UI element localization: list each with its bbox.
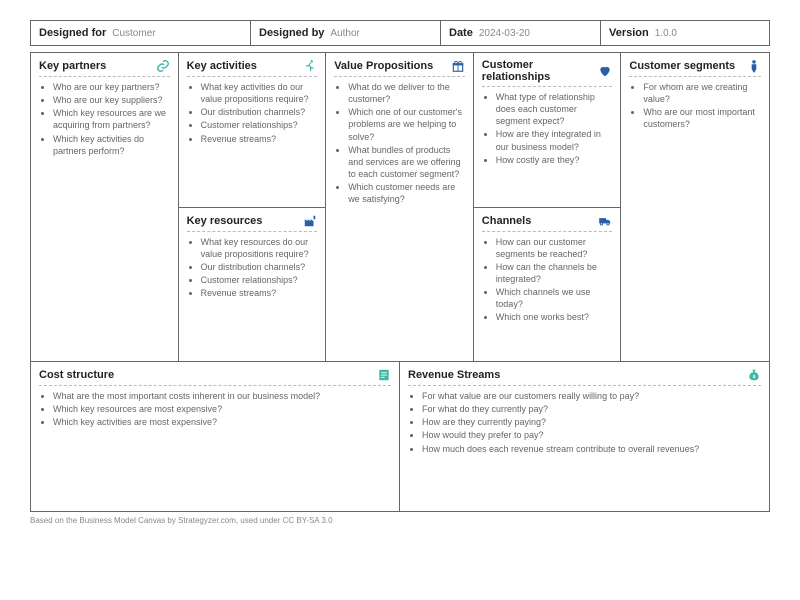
list-item: How are they currently paying? [422,416,761,428]
list-item: Which one works best? [496,311,613,323]
list-item: What are the most important costs inhere… [53,390,391,402]
header-version: Version 1.0.0 [601,21,769,45]
list-item: How can the channels be integrated? [496,261,613,285]
list-icon [377,368,391,382]
cell-key-activities: Key activities What key activities do ou… [179,53,327,208]
list-item: How are they integrated in our business … [496,128,613,152]
list-item: Customer relationships? [201,274,318,286]
list-item: Which key activities are most expensive? [53,416,391,428]
list-item: Which key resources are we acquiring fro… [53,107,170,131]
list-item: Which channels we use today? [496,286,613,310]
version-label: Version [609,27,649,39]
version-value: 1.0.0 [655,28,677,39]
list-item: For what do they currently pay? [422,403,761,415]
header-date: Date 2024-03-20 [441,21,601,45]
list-item: How would they prefer to pay? [422,429,761,441]
list-item: For whom are we creating value? [643,81,761,105]
cell-customer-relationships: Customer relationships What type of rela… [474,53,622,208]
list-item: Which one of our customer's problems are… [348,106,465,142]
channels-items: How can our customer segments be reached… [482,236,613,324]
designed-by-label: Designed by [259,27,324,39]
key-partners-items: Who are our key partners?Who are our key… [39,81,170,157]
svg-text:$: $ [753,374,756,379]
list-item: Customer relationships? [201,119,318,131]
list-item: Revenue streams? [201,287,318,299]
cell-cost-structure: Cost structure What are the most importa… [31,362,400,511]
list-item: Who are our key partners? [53,81,170,93]
gift-icon [451,59,465,73]
person-icon [747,59,761,73]
list-item: What key activities do our value proposi… [201,81,318,105]
moneybag-icon: $ [747,368,761,382]
main-grid: Key partners Who are our key partners?Wh… [30,52,770,362]
revenue-streams-items: For what value are our customers really … [408,390,761,455]
designed-by-value: Author [330,28,359,39]
designed-for-label: Designed for [39,27,106,39]
list-item: What type of relationship does each cust… [496,91,613,127]
list-item: For what value are our customers really … [422,390,761,402]
list-item: Which customer needs are we satisfying? [348,181,465,205]
key-activities-items: What key activities do our value proposi… [187,81,318,145]
cell-channels: Channels How can our customer segments b… [474,208,622,363]
cell-revenue-streams: Revenue Streams $ For what value are our… [400,362,769,511]
value-propositions-title: Value Propositions [334,60,433,72]
cell-key-resources: Key resources What key resources do our … [179,208,327,363]
heart-icon [598,64,612,78]
list-item: How costly are they? [496,154,613,166]
factory-icon [303,214,317,228]
cost-structure-items: What are the most important costs inhere… [39,390,391,428]
list-item: Our distribution channels? [201,261,318,273]
revenue-streams-title: Revenue Streams [408,369,500,381]
customer-segments-title: Customer segments [629,60,735,72]
list-item: How can our customer segments be reached… [496,236,613,260]
date-label: Date [449,27,473,39]
date-value: 2024-03-20 [479,28,530,39]
cell-value-propositions: Value Propositions What do we deliver to… [326,53,474,362]
header-designed-for: Designed for Customer [31,21,251,45]
key-partners-title: Key partners [39,60,106,72]
cell-key-partners: Key partners Who are our key partners?Wh… [31,53,179,362]
list-item: What key resources do our value proposit… [201,236,318,260]
list-item: Who are our key suppliers? [53,94,170,106]
list-item: What bundles of products and services ar… [348,144,465,180]
list-item: Revenue streams? [201,133,318,145]
bottom-row: Cost structure What are the most importa… [30,362,770,512]
header-designed-by: Designed by Author [251,21,441,45]
key-activities-title: Key activities [187,60,257,72]
list-item: Our distribution channels? [201,106,318,118]
key-resources-title: Key resources [187,215,263,227]
key-resources-items: What key resources do our value proposit… [187,236,318,300]
designed-for-value: Customer [112,28,155,39]
truck-icon [598,214,612,228]
list-item: Which key resources are most expensive? [53,403,391,415]
link-icon [156,59,170,73]
business-model-canvas: Designed for Customer Designed by Author… [30,20,770,575]
running-icon [303,59,317,73]
customer-segments-items: For whom are we creating value?Who are o… [629,81,761,131]
list-item: What do we deliver to the customer? [348,81,465,105]
customer-relationships-title: Customer relationships [482,59,599,83]
footer-text: Based on the Business Model Canvas by St… [30,516,770,525]
list-item: How much does each revenue stream contri… [422,443,761,455]
cost-structure-title: Cost structure [39,369,114,381]
header-row: Designed for Customer Designed by Author… [30,20,770,46]
cell-customer-segments: Customer segments For whom are we creati… [621,53,769,362]
list-item: Which key activities do partners perform… [53,133,170,157]
value-propositions-items: What do we deliver to the customer?Which… [334,81,465,205]
list-item: Who are our most important customers? [643,106,761,130]
channels-title: Channels [482,215,532,227]
customer-relationships-items: What type of relationship does each cust… [482,91,613,166]
